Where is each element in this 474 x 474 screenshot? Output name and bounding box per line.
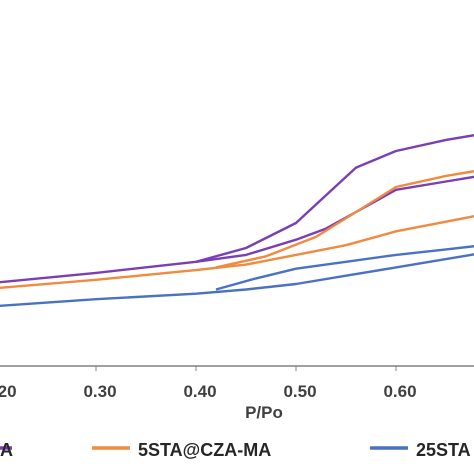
legend-label-a: A (0, 440, 13, 460)
series-25sta-adsorption (0, 253, 474, 308)
series-a-desorption (195, 134, 474, 263)
series-5sta-cza-ma-adsorption (0, 215, 474, 289)
x-tick-label: 0.60 (383, 382, 416, 401)
x-axis-ticks: 0.200.300.400.500.600.700.80 (0, 366, 417, 401)
x-tick-label: 0.50 (283, 382, 316, 401)
x-tick-label: 0.30 (83, 382, 116, 401)
plot-lines (0, 134, 474, 308)
legend-label-25sta: 25STA (416, 440, 471, 460)
legend-label-5sta: 5STA@CZA-MA (138, 440, 271, 460)
series-25sta-desorption (215, 245, 474, 291)
series-5sta-cza-ma-desorption (215, 170, 474, 269)
x-tick-label: 0.20 (0, 382, 17, 401)
x-axis-title: P/Po (245, 403, 283, 422)
legend: A 5STA@CZA-MA 25STA (0, 440, 471, 460)
x-tick-label: 0.40 (183, 382, 216, 401)
